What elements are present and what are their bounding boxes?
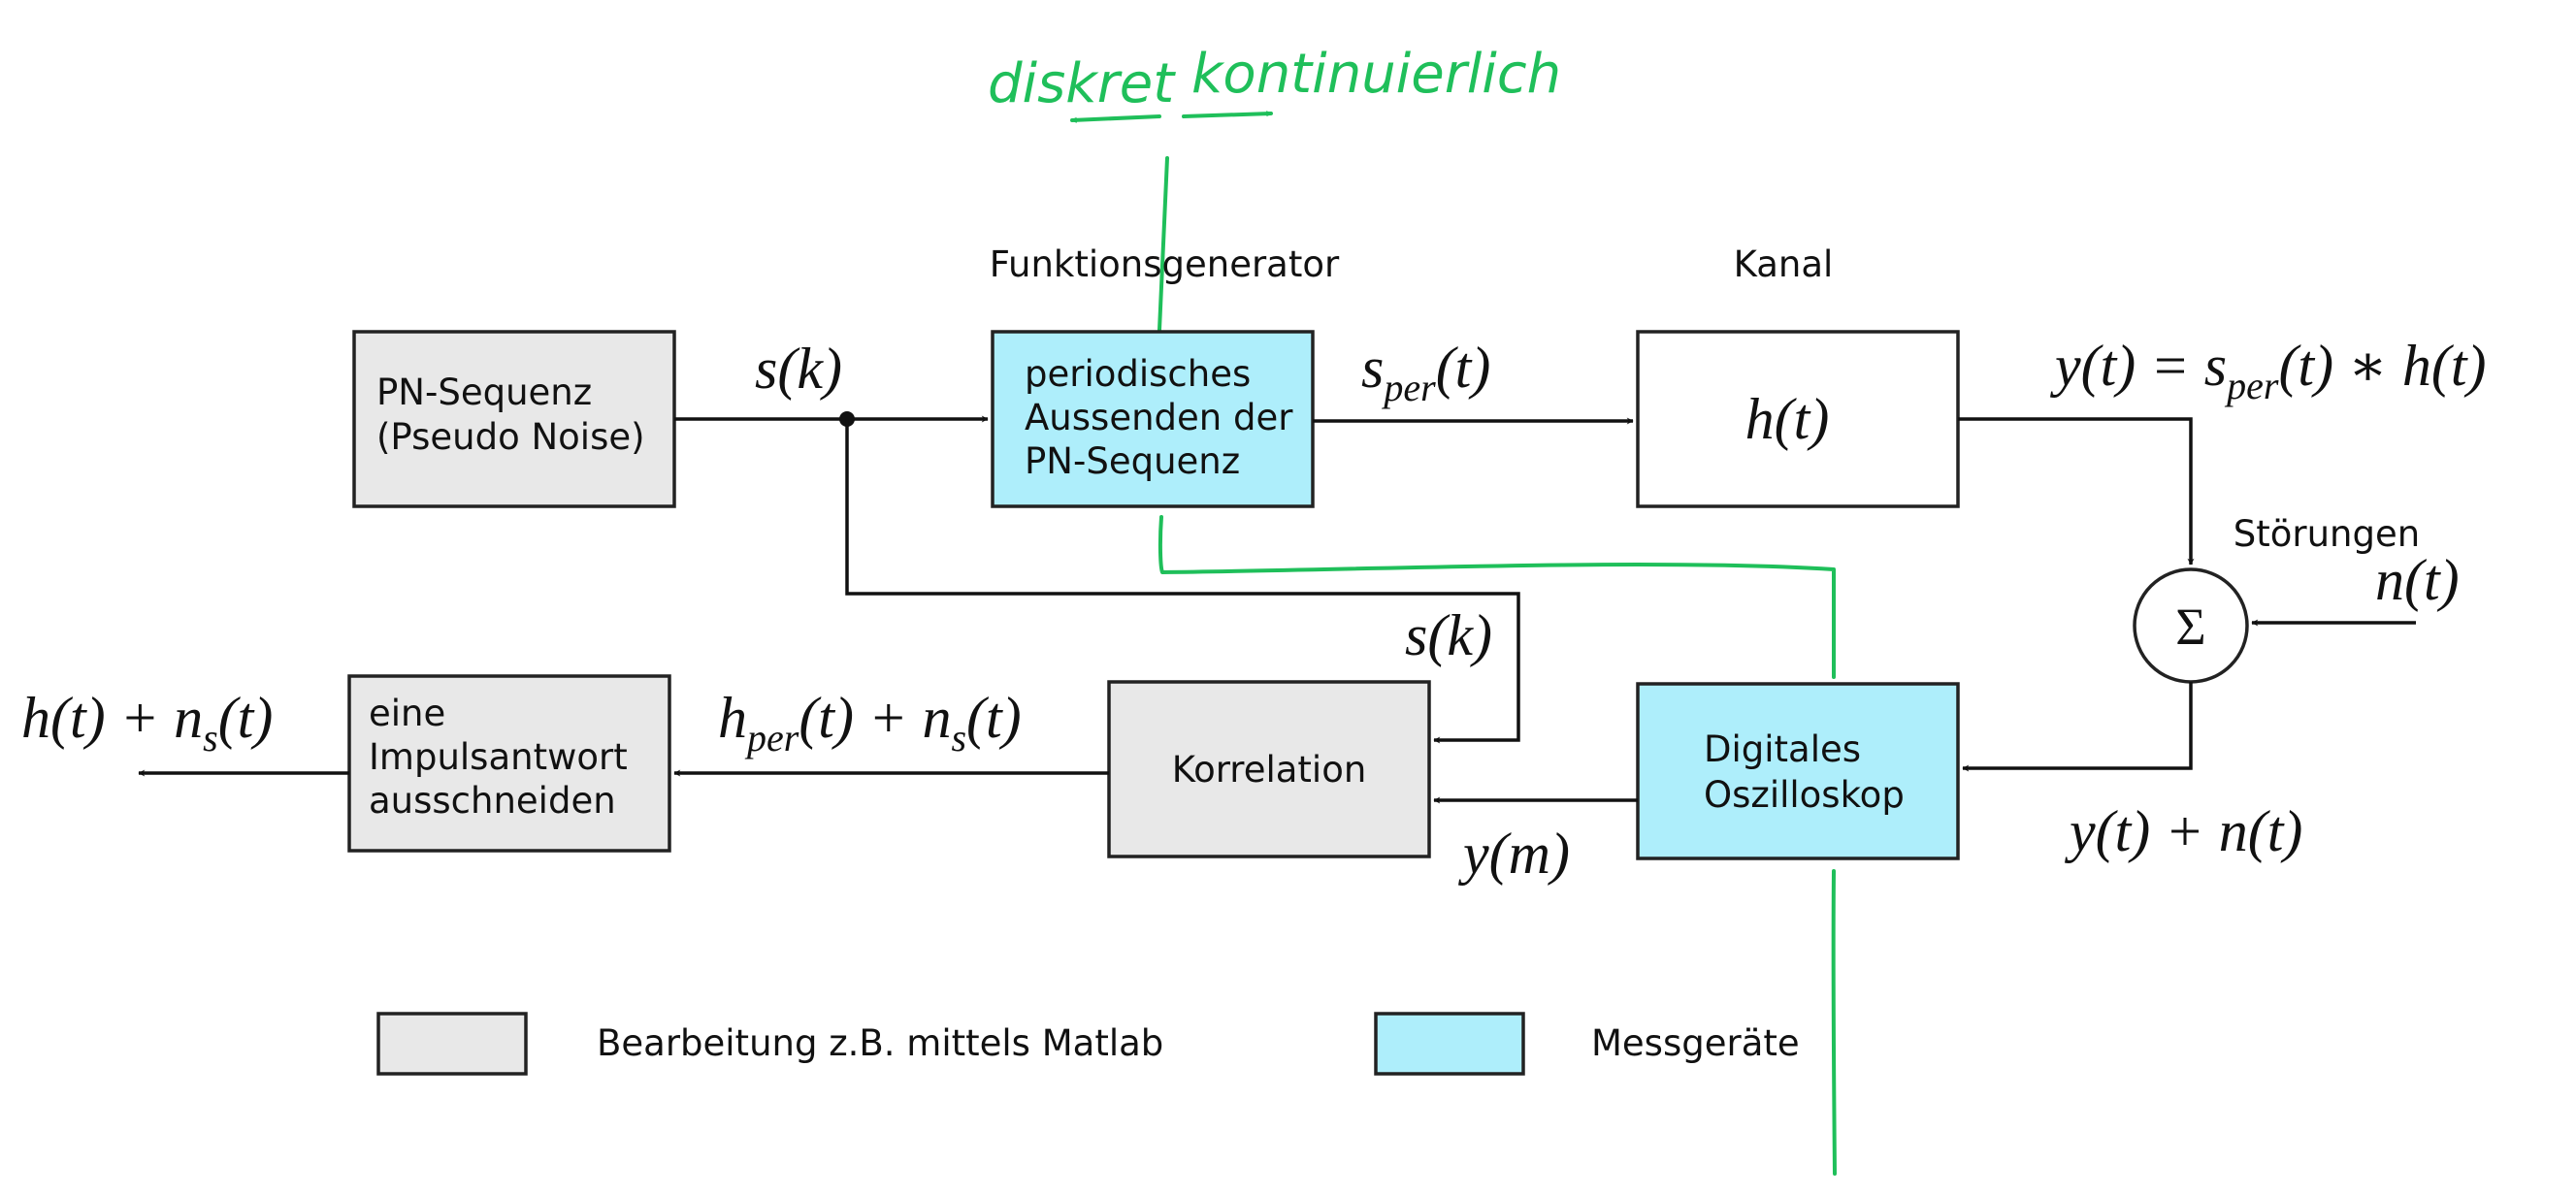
heading-stoerungen: Störungen	[2234, 513, 2420, 555]
funktionsgenerator-line-3: PN-Sequenz	[1025, 440, 1240, 482]
legend-swatch-messgeraete	[1374, 1012, 1525, 1076]
annotation-arrow-right	[1182, 113, 1273, 118]
legend-label-matlab: Bearbeitung z.B. mittels Matlab	[597, 1022, 1163, 1064]
annotation-arrow-left	[1070, 114, 1161, 120]
legend-swatch-matlab	[376, 1012, 528, 1076]
heading-funktionsgenerator: Funktionsgenerator	[990, 243, 1340, 285]
annotation-divider-bottom	[1831, 869, 1837, 1176]
wire-sum-to-oszilloskop	[1962, 682, 2193, 772]
oszilloskop-line-1: Digitales	[1704, 728, 1861, 770]
pn-sequenz-line-2: (Pseudo Noise)	[376, 416, 645, 458]
kanal-box	[1636, 330, 1960, 508]
korrelation-label: Korrelation	[1172, 749, 1367, 791]
kanal-transfer-function: h(t)	[1745, 387, 1830, 451]
block-impulsantwort: eine Impulsantwort ausschneiden	[347, 674, 671, 853]
impulsantwort-box	[347, 674, 671, 853]
heading-kanal: Kanal	[1734, 243, 1834, 285]
handwritten-annotation: diskret kontinuierlich	[988, 43, 1837, 1176]
impulsantwort-line-3: ausschneiden	[369, 780, 616, 822]
annotation-diskret: diskret	[988, 52, 1176, 115]
legend: Bearbeitung z.B. mittels Matlab Messgerä…	[376, 1012, 1800, 1076]
block-oszilloskop: Digitales Oszilloskop	[1636, 682, 1960, 860]
annotation-kontinuierlich: kontinuierlich	[1191, 43, 1561, 106]
oszilloskop-line-2: Oszilloskop	[1704, 774, 1905, 816]
signal-s-per: sper(t)	[1361, 336, 1490, 409]
signal-y-plus-n: y(t) + n(t)	[2064, 799, 2302, 863]
wire-kanal-to-sum	[1958, 417, 2195, 566]
legend-label-messgeraete: Messgeräte	[1591, 1022, 1800, 1064]
signal-y-equation: y(t) = sper(t) ∗ h(t)	[2049, 334, 2486, 407]
funktionsgenerator-line-2: Aussenden der	[1025, 397, 1293, 438]
block-pn-sequenz: PN-Sequenz (Pseudo Noise)	[352, 330, 676, 508]
signal-h-per-ns: hper(t) + ns(t)	[718, 686, 1022, 760]
annotation-divider-middle	[1158, 515, 1836, 679]
impulsantwort-line-2: Impulsantwort	[369, 736, 628, 778]
impulsantwort-line-1: eine	[369, 693, 445, 734]
signal-s-k-top: s(k)	[755, 337, 842, 401]
signal-n-t: n(t)	[2375, 548, 2460, 612]
funktionsgenerator-line-1: periodisches	[1025, 353, 1251, 395]
signal-wires	[138, 411, 2416, 804]
wire-feedback-sk	[845, 419, 1520, 744]
korrelation-box	[1107, 680, 1431, 858]
oszilloskop-box	[1636, 682, 1960, 860]
signal-h-ns: h(t) + ns(t)	[21, 686, 273, 760]
block-korrelation: Korrelation	[1107, 680, 1431, 858]
block-funktionsgenerator: periodisches Aussenden der PN-Sequenz	[991, 330, 1315, 508]
block-kanal: h(t)	[1636, 330, 1960, 508]
block-summation: Σ	[2133, 567, 2249, 684]
sum-symbol: Σ	[2175, 598, 2205, 656]
signal-y-m: y(m)	[1457, 822, 1570, 886]
pn-sequenz-line-1: PN-Sequenz	[376, 372, 592, 413]
signal-s-k-feedback: s(k)	[1405, 603, 1492, 667]
funktionsgenerator-box	[991, 330, 1315, 508]
annotation-divider-top	[1158, 156, 1169, 332]
